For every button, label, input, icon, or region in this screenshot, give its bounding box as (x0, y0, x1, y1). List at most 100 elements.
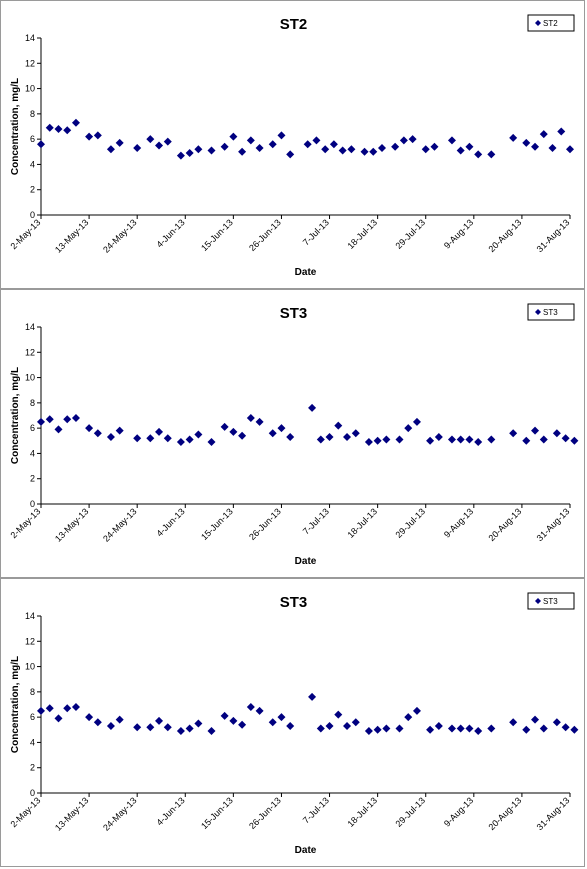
data-point (207, 146, 216, 155)
data-point (557, 127, 566, 136)
data-point (566, 145, 574, 154)
data-point (277, 424, 286, 433)
y-tick-label: 10 (25, 373, 35, 383)
data-point (561, 434, 570, 443)
data-point (456, 724, 465, 733)
data-point (308, 692, 317, 701)
data-point (246, 703, 255, 712)
data-point (220, 422, 229, 431)
x-tick-label: 13-May-13 (53, 795, 90, 832)
data-point (347, 145, 356, 154)
data-point (351, 429, 360, 438)
y-tick-label: 8 (30, 398, 35, 408)
data-point (561, 723, 570, 732)
data-point (63, 415, 72, 424)
y-axis-label: Concentration, mg/L (10, 367, 21, 464)
data-point (360, 147, 369, 156)
y-tick-label: 14 (25, 611, 35, 621)
data-point (229, 716, 238, 725)
data-point (176, 438, 185, 447)
x-tick-label: 31-Aug-13 (535, 795, 572, 832)
data-point (63, 704, 72, 713)
data-point (194, 719, 203, 728)
data-point (176, 151, 185, 160)
data-point (408, 135, 417, 144)
x-tick-label: 9-Aug-13 (442, 217, 475, 250)
data-point (465, 724, 474, 733)
data-point (85, 713, 94, 722)
data-point (487, 724, 496, 733)
data-point (207, 727, 216, 736)
data-point (522, 138, 531, 147)
data-point (570, 725, 579, 734)
data-point (45, 704, 54, 713)
data-point (456, 435, 465, 444)
data-point (255, 417, 264, 426)
x-tick-label: 15-Jun-13 (199, 217, 235, 253)
y-tick-label: 8 (30, 687, 35, 697)
data-point (509, 718, 518, 727)
data-point (487, 150, 496, 159)
y-axis-label: Concentration, mg/L (10, 78, 21, 175)
data-point (364, 438, 373, 447)
data-point (570, 436, 579, 445)
chart-svg-1: ST2 0 2 4 6 8 10 12 14 2-May-13 13-May-13 24-May-13… (8, 14, 575, 278)
data-point (185, 149, 194, 158)
data-point (369, 147, 378, 156)
data-point (155, 716, 164, 725)
data-point (229, 427, 238, 436)
y-tick-label: 10 (25, 662, 35, 672)
x-tick-label: 29-Jul-13 (394, 795, 428, 829)
data-point (382, 435, 391, 444)
chart-title: ST3 (280, 594, 308, 611)
data-point (456, 146, 465, 155)
data-point (539, 724, 548, 733)
data-point (395, 724, 404, 733)
data-point (303, 140, 312, 149)
y-tick-label: 6 (30, 423, 35, 433)
data-point (163, 723, 172, 732)
data-point (465, 142, 474, 151)
chart-title: ST2 (280, 16, 308, 33)
y-tick-label: 2 (30, 185, 35, 195)
data-point (115, 715, 124, 724)
y-tick-label: 6 (30, 712, 35, 722)
chart-panel-2: ST3 0 2 4 6 8 10 12 14 2-May-13 13-May-13 24-May-13… (0, 289, 585, 578)
data-point (447, 435, 456, 444)
data-point (531, 715, 540, 724)
data-point (45, 415, 54, 424)
x-tick-label: 18-Jul-13 (345, 506, 379, 540)
legend: ST2 (527, 14, 575, 32)
data-point (447, 724, 456, 733)
x-tick-label: 20-Aug-13 (487, 795, 524, 832)
y-tick-label: 8 (30, 109, 35, 119)
y-tick-label: 0 (30, 499, 35, 509)
legend-marker (535, 598, 541, 604)
data-point (312, 136, 321, 145)
chart-title: ST3 (280, 305, 308, 322)
x-tick-label: 7-Jul-13 (301, 217, 331, 247)
x-tick-label: 4-Jun-13 (154, 795, 186, 827)
data-point (268, 140, 277, 149)
data-point (338, 146, 347, 155)
data-point (364, 727, 373, 736)
y-tick-label: 0 (30, 788, 35, 798)
data-point (277, 131, 286, 140)
data-point (71, 703, 80, 712)
x-tick-label: 18-Jul-13 (345, 217, 379, 251)
data-point (325, 721, 334, 730)
data-point (163, 137, 172, 146)
x-tick-label: 2-May-13 (8, 506, 42, 540)
data-point (430, 142, 439, 151)
data-point (194, 145, 203, 154)
data-point (54, 125, 63, 134)
data-point (404, 713, 413, 722)
data-point (316, 724, 325, 733)
chart-panel-3: ST3 0 2 4 6 8 10 12 14 2-May-13 13-May-13 24-May-13… (0, 578, 585, 867)
x-tick-label: 7-Jul-13 (301, 795, 331, 825)
data-point (426, 725, 435, 734)
data-point (71, 118, 80, 127)
data-point (133, 434, 142, 443)
x-tick-label: 24-May-13 (101, 795, 138, 832)
x-tick-label: 4-Jun-13 (154, 506, 186, 538)
